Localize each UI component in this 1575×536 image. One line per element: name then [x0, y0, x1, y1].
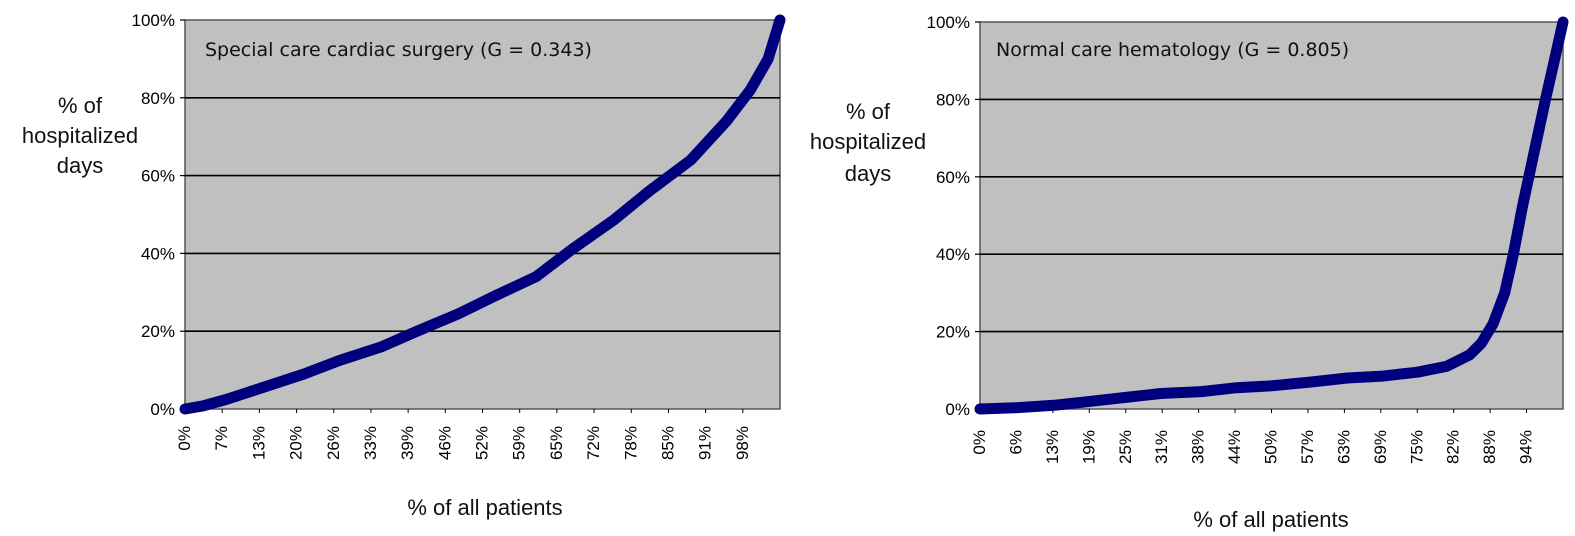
y-tick-label: 0%: [945, 400, 970, 419]
y-axis-title: % of: [58, 93, 103, 118]
y-tick-label: 60%: [936, 168, 970, 187]
x-tick-label: 78%: [621, 426, 640, 460]
x-tick-label: 65%: [547, 426, 566, 460]
y-axis-title: days: [845, 161, 891, 186]
x-tick-label: 20%: [287, 426, 306, 460]
x-tick-label: 88%: [1480, 430, 1499, 464]
x-tick-label: 52%: [473, 426, 492, 460]
x-tick-label: 69%: [1371, 430, 1390, 464]
x-tick-label: 94%: [1517, 430, 1536, 464]
x-tick-label: 13%: [1043, 430, 1062, 464]
chart-annotation: Normal care hematology (G = 0.805): [996, 39, 1349, 61]
plot-area: [184, 19, 781, 410]
x-tick-label: 59%: [510, 426, 529, 460]
x-tick-label: 6%: [1006, 430, 1025, 455]
x-tick-label: 44%: [1225, 430, 1244, 464]
y-tick-label: 0%: [150, 400, 175, 419]
x-tick-label: 50%: [1262, 430, 1281, 464]
lorenz-curve: [179, 14, 786, 415]
x-tick-label: 91%: [696, 426, 715, 460]
x-tick-label: 0%: [175, 426, 194, 451]
y-tick-label: 80%: [936, 90, 970, 109]
x-tick-label: 13%: [249, 426, 268, 460]
y-tick-label: 80%: [141, 89, 175, 108]
y-axis-title: % of: [846, 99, 891, 124]
y-tick-label: 20%: [936, 323, 970, 342]
x-tick-label: 82%: [1444, 430, 1463, 464]
x-tick-label: 72%: [584, 426, 603, 460]
x-tick-label: 57%: [1298, 430, 1317, 464]
y-tick-label: 60%: [141, 167, 175, 186]
y-axis-title: hospitalized: [22, 123, 138, 148]
x-tick-label: 25%: [1116, 430, 1135, 464]
y-tick-label: 20%: [141, 322, 175, 341]
x-tick-label: 26%: [324, 426, 343, 460]
chart-1: 0% 20% 40% 60% 80% 100% 0% 7% 13% 20% 26% 33% 39% 46%…: [22, 11, 786, 520]
x-tick-label: 39%: [398, 426, 417, 460]
x-tick-label: 85%: [658, 426, 677, 460]
x-tick-label: 38%: [1189, 430, 1208, 464]
x-tick-label: 46%: [435, 426, 454, 460]
x-axis-title: % of all patients: [1193, 507, 1348, 532]
x-tick-label: 75%: [1407, 430, 1426, 464]
x-axis-title: % of all patients: [407, 495, 562, 520]
x-tick-label: 19%: [1079, 430, 1098, 464]
x-tick-label: 63%: [1334, 430, 1353, 464]
x-tick-label: 0%: [970, 430, 989, 455]
y-axis-title: hospitalized: [810, 129, 926, 154]
plot-area: [979, 21, 1564, 410]
x-tick-label: 33%: [361, 426, 380, 460]
y-axis-title: days: [57, 153, 103, 178]
y-tick-label: 40%: [141, 244, 175, 263]
chart-2: 0% 20% 40% 60% 80% 100% 0% 6% 13% 19% 25% 31% 38% 44%…: [810, 13, 1569, 532]
x-tick-label: 7%: [212, 426, 231, 451]
chart-annotation: Special care cardiac surgery (G = 0.343): [205, 39, 592, 61]
y-tick-label: 100%: [927, 13, 970, 32]
x-tick-label: 98%: [733, 426, 752, 460]
lorenz-curve: [974, 16, 1569, 415]
y-tick-label: 40%: [936, 245, 970, 264]
x-tick-label: 31%: [1152, 430, 1171, 464]
y-tick-label: 100%: [132, 11, 175, 30]
